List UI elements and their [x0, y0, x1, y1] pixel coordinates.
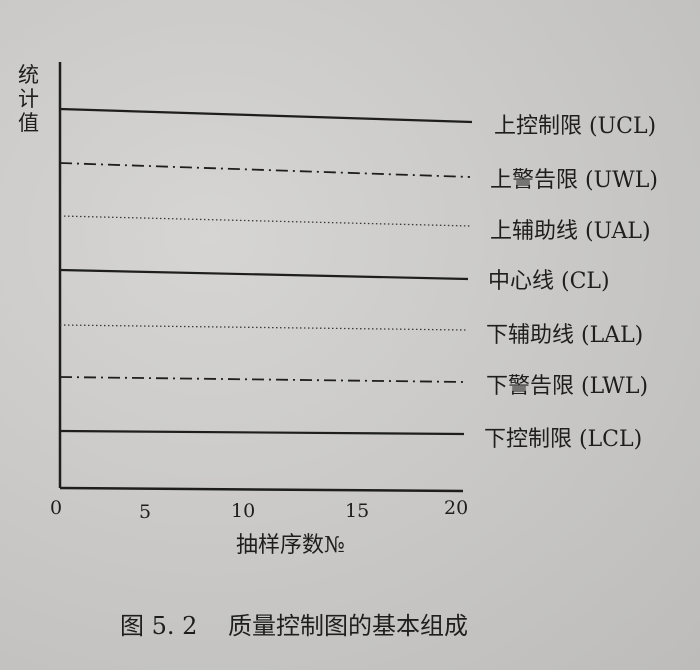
uwl-line: [59, 162, 471, 178]
x-axis-label: 抽样序数№: [236, 533, 345, 558]
uwl-label: 上警告限 (UWL): [490, 168, 658, 193]
x-tick-20: 20: [444, 497, 468, 519]
lcl-line: [59, 429, 465, 436]
y-axis-label-char-1: 统: [18, 63, 39, 87]
x-tick-0: 0: [50, 497, 62, 519]
x-tick-15: 15: [345, 500, 369, 522]
cl-line: [59, 268, 469, 281]
lcl-label: 下控制限 (LCL): [484, 427, 642, 452]
y-axis-label-char-3: 值: [18, 111, 39, 135]
y-axis-label-char-2: 计: [18, 87, 39, 111]
ual-label: 上辅助线 (UAL): [490, 219, 651, 244]
x-tick-5: 5: [139, 501, 151, 523]
ucl-line: [59, 107, 473, 124]
ual-line: [59, 215, 471, 227]
x-axis: [59, 486, 464, 493]
lal-label: 下辅助线 (LAL): [486, 323, 643, 348]
lwl-line: [59, 376, 467, 383]
lal-line: [59, 324, 468, 331]
lwl-label: 下警告限 (LWL): [486, 374, 648, 399]
figure-caption: 图 5. 2 质量控制图的基本组成: [120, 612, 468, 640]
x-tick-10: 10: [231, 500, 255, 522]
ucl-label: 上控制限 (UCL): [494, 114, 656, 139]
cl-label: 中心线 (CL): [488, 269, 610, 294]
